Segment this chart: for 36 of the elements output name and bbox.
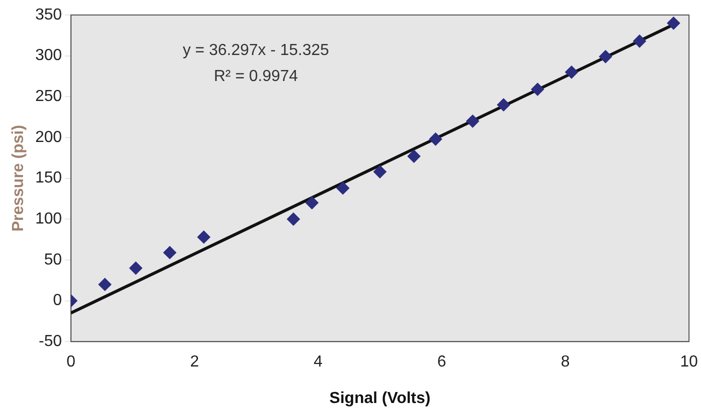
point <box>129 262 142 275</box>
x-axis-title: Signal (Volts) <box>329 390 430 407</box>
point <box>98 278 112 291</box>
point <box>163 246 176 260</box>
y-tick-label: 100 <box>35 210 62 228</box>
annotation: y = 36.297x - 15.325 <box>182 42 330 59</box>
x-tick-label: 8 <box>560 354 570 371</box>
y-tick-label: 250 <box>35 88 62 106</box>
x-tick-label: 2 <box>190 354 200 371</box>
y-tick-label: 50 <box>44 251 62 268</box>
point <box>531 82 544 96</box>
y-tick-label: -50 <box>38 333 62 350</box>
y-tick-label: 150 <box>35 170 62 187</box>
point <box>429 132 442 146</box>
point <box>466 114 480 128</box>
point <box>497 98 510 112</box>
point <box>565 66 578 79</box>
annotation: R² = 0.9974 <box>214 68 298 85</box>
point <box>286 212 300 226</box>
point <box>373 165 386 178</box>
x-tick-label: 4 <box>314 354 323 371</box>
y-tick-label: 300 <box>35 47 62 64</box>
x-tick-label: 10 <box>680 354 698 371</box>
y-axis-title: Pressure (psi) <box>10 124 28 232</box>
point <box>197 230 210 244</box>
point <box>336 182 350 195</box>
point <box>667 16 680 30</box>
x-tick-label: 0 <box>66 354 76 371</box>
y-tick-label: 200 <box>35 128 62 146</box>
x-tick-label: 6 <box>437 354 446 371</box>
y-tick-label: 0 <box>52 292 62 310</box>
point <box>407 150 420 163</box>
point <box>599 50 612 64</box>
point <box>305 196 318 210</box>
point <box>633 34 646 48</box>
y-tick-label: 350 <box>35 6 62 24</box>
